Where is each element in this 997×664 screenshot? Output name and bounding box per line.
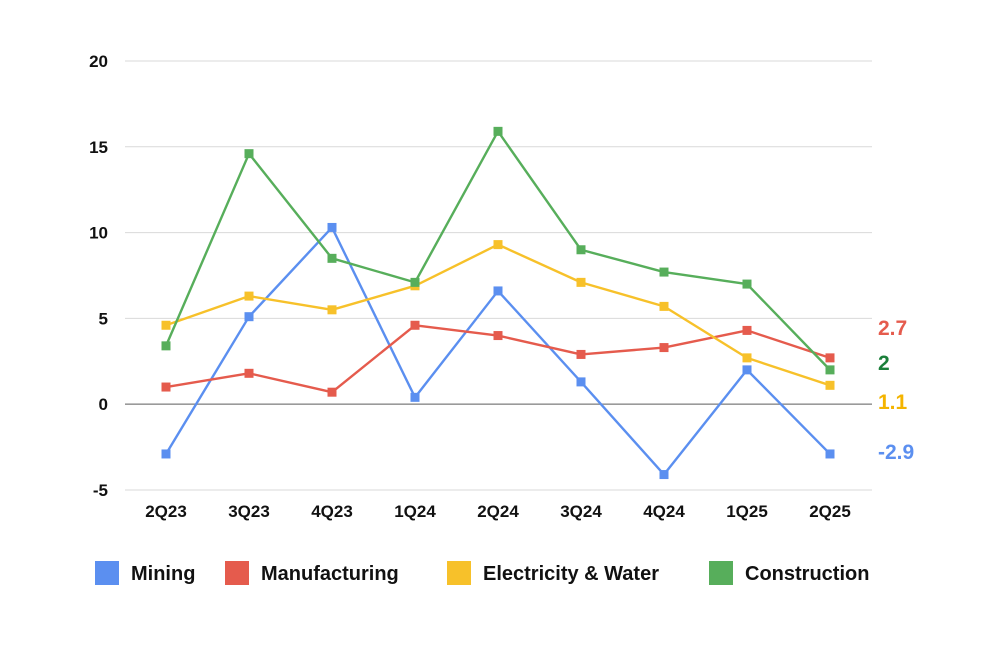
y-tick-label: 20 bbox=[89, 52, 108, 71]
data-point bbox=[576, 377, 586, 387]
end-value-label: 2 bbox=[878, 352, 890, 375]
legend-item: Construction bbox=[709, 561, 869, 585]
end-value-label: -2.9 bbox=[878, 441, 914, 464]
data-point bbox=[576, 277, 586, 287]
data-point bbox=[327, 222, 337, 232]
data-point bbox=[410, 392, 420, 402]
data-point bbox=[161, 449, 171, 459]
data-point bbox=[825, 449, 835, 459]
legend-label: Construction bbox=[745, 563, 869, 585]
data-point bbox=[742, 279, 752, 289]
data-point bbox=[742, 353, 752, 363]
x-axis-tick-labels: 2Q23 3Q23 4Q23 1Q24 2Q24 3Q24 4Q24 1Q25 2Q25 bbox=[145, 502, 851, 521]
legend-label: Electricity & Water bbox=[483, 563, 659, 585]
legend-swatch bbox=[709, 561, 733, 585]
x-tick-label: 4Q23 bbox=[311, 502, 353, 521]
data-point bbox=[493, 286, 503, 296]
data-point bbox=[659, 267, 669, 277]
series-2 bbox=[161, 240, 835, 390]
series-line bbox=[165, 243, 831, 387]
data-point bbox=[161, 382, 171, 392]
y-tick-label: 10 bbox=[89, 224, 108, 243]
x-tick-label: 1Q24 bbox=[394, 502, 436, 521]
data-point bbox=[161, 320, 171, 330]
x-tick-label: 4Q24 bbox=[643, 502, 685, 521]
legend-swatch bbox=[225, 561, 249, 585]
data-point bbox=[410, 277, 420, 287]
data-point bbox=[742, 325, 752, 335]
data-point bbox=[244, 149, 254, 159]
data-point bbox=[659, 343, 669, 353]
end-value-labels: -2.9 2.7 1.1 2 bbox=[878, 317, 914, 464]
series-line bbox=[164, 226, 831, 476]
legend-label: Manufacturing bbox=[261, 563, 399, 585]
legend-item: Mining bbox=[95, 561, 195, 585]
legend-swatch bbox=[447, 561, 471, 585]
x-tick-label: 2Q24 bbox=[477, 502, 519, 521]
data-point bbox=[659, 301, 669, 311]
data-point bbox=[327, 387, 337, 397]
data-point bbox=[244, 312, 254, 322]
series-lines bbox=[161, 126, 835, 480]
series-3 bbox=[161, 126, 835, 375]
data-point bbox=[493, 126, 503, 136]
data-point bbox=[825, 365, 835, 375]
legend: Mining Manufacturing Electricity & Water Co… bbox=[95, 561, 869, 585]
series-1 bbox=[161, 320, 835, 397]
end-value-label: 2.7 bbox=[878, 317, 907, 340]
y-tick-label: 0 bbox=[99, 395, 108, 414]
y-axis-tick-labels: -5 0 5 10 15 20 bbox=[89, 52, 108, 500]
grid-lines bbox=[125, 60, 872, 491]
data-point bbox=[576, 245, 586, 255]
data-point bbox=[244, 368, 254, 378]
legend-item: Electricity & Water bbox=[447, 561, 659, 585]
data-point bbox=[825, 353, 835, 363]
x-tick-label: 1Q25 bbox=[726, 502, 768, 521]
series-0 bbox=[161, 222, 835, 480]
x-tick-label: 2Q23 bbox=[145, 502, 187, 521]
x-tick-label: 3Q23 bbox=[228, 502, 270, 521]
data-point bbox=[576, 349, 586, 359]
data-point bbox=[161, 341, 171, 351]
end-value-label: 1.1 bbox=[878, 391, 908, 414]
data-point bbox=[659, 470, 669, 480]
data-point bbox=[742, 365, 752, 375]
data-point bbox=[493, 331, 503, 341]
legend-item: Manufacturing bbox=[225, 561, 399, 585]
y-tick-label: 5 bbox=[99, 309, 108, 328]
y-tick-label: -5 bbox=[93, 481, 108, 500]
data-point bbox=[493, 240, 503, 250]
y-tick-label: 15 bbox=[89, 138, 108, 157]
data-point bbox=[825, 380, 835, 390]
x-tick-label: 3Q24 bbox=[560, 502, 602, 521]
x-tick-label: 2Q25 bbox=[809, 502, 851, 521]
legend-label: Mining bbox=[131, 563, 195, 585]
data-point bbox=[327, 253, 337, 263]
data-point bbox=[327, 305, 337, 315]
data-point bbox=[244, 291, 254, 301]
legend-swatch bbox=[95, 561, 119, 585]
data-point bbox=[410, 320, 420, 330]
